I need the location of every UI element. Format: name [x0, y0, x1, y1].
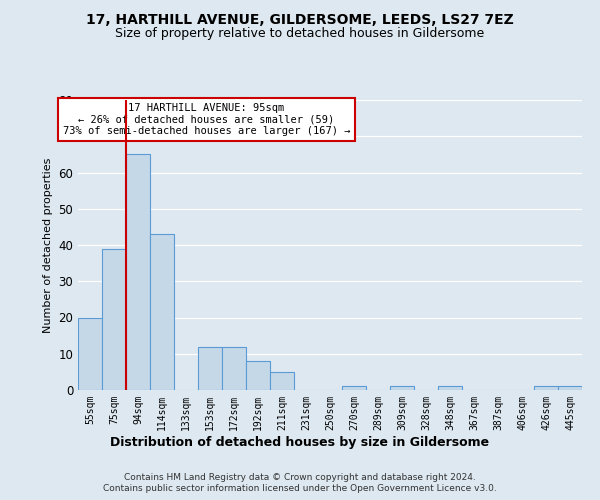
Bar	[198, 346, 222, 390]
Bar	[246, 361, 270, 390]
Bar	[222, 346, 246, 390]
Bar	[78, 318, 102, 390]
Bar	[342, 386, 366, 390]
Bar	[126, 154, 150, 390]
Text: 17, HARTHILL AVENUE, GILDERSOME, LEEDS, LS27 7EZ: 17, HARTHILL AVENUE, GILDERSOME, LEEDS, …	[86, 12, 514, 26]
Bar	[438, 386, 462, 390]
Text: Size of property relative to detached houses in Gildersome: Size of property relative to detached ho…	[115, 28, 485, 40]
Bar	[534, 386, 558, 390]
Y-axis label: Number of detached properties: Number of detached properties	[43, 158, 53, 332]
Bar	[150, 234, 174, 390]
Text: Contains HM Land Registry data © Crown copyright and database right 2024.: Contains HM Land Registry data © Crown c…	[124, 472, 476, 482]
Text: 17 HARTHILL AVENUE: 95sqm
← 26% of detached houses are smaller (59)
73% of semi-: 17 HARTHILL AVENUE: 95sqm ← 26% of detac…	[63, 103, 350, 136]
Bar	[102, 248, 126, 390]
Bar	[270, 372, 294, 390]
Bar	[390, 386, 414, 390]
Text: Distribution of detached houses by size in Gildersome: Distribution of detached houses by size …	[110, 436, 490, 449]
Bar	[558, 386, 582, 390]
Text: Contains public sector information licensed under the Open Government Licence v3: Contains public sector information licen…	[103, 484, 497, 493]
